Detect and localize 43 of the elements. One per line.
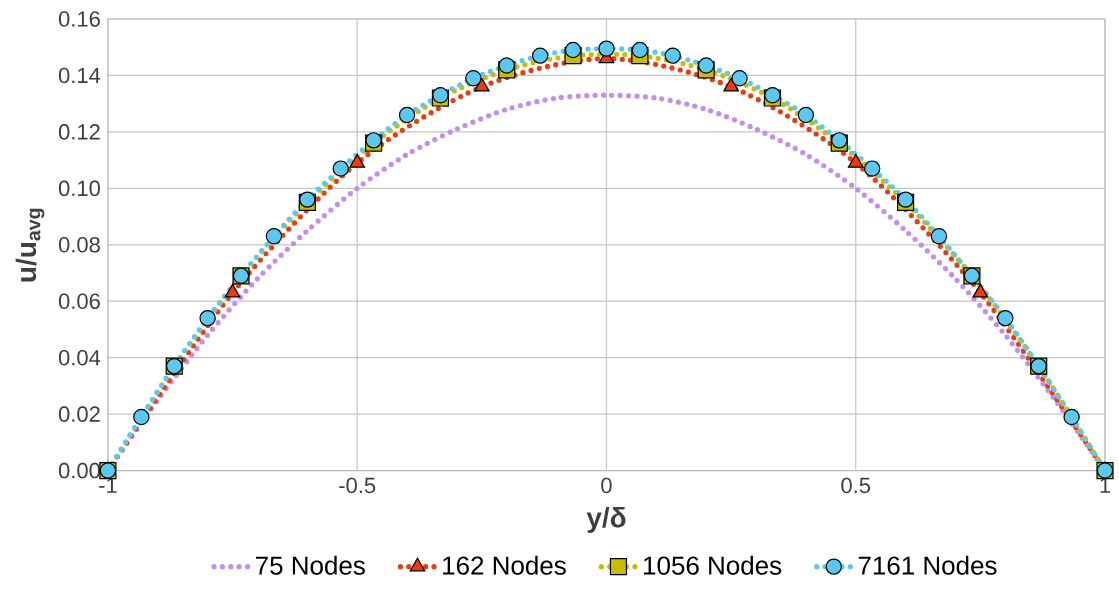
y-tick-label: 0.04 (58, 349, 101, 366)
x-tick-label: 0 (601, 477, 612, 493)
y-axis-title: u/u$_{avg}$ (15, 208, 45, 282)
point (265, 227, 283, 245)
point (349, 153, 366, 168)
legend-label: 7161 Nodes (858, 555, 997, 575)
legend-label: 162 Nodes (443, 555, 566, 575)
point (797, 106, 815, 123)
point (199, 309, 216, 327)
legend-label: 1056 Nodes (644, 555, 782, 575)
point (997, 309, 1014, 327)
point (498, 57, 515, 74)
x-axis-title: y/δ (586, 506, 626, 533)
point (531, 47, 549, 64)
x-tick-label: -1 (99, 477, 117, 493)
y-tick-label: 0.16 (58, 11, 100, 27)
point (972, 283, 989, 298)
point (224, 283, 241, 298)
point (398, 106, 416, 123)
point (473, 77, 490, 92)
y-tick-label: 0.10 (58, 180, 100, 196)
point (863, 160, 881, 177)
point (847, 153, 864, 168)
point (598, 40, 615, 57)
point (723, 77, 739, 92)
y-tick-label: 0.02 (58, 406, 100, 422)
point (1063, 408, 1080, 425)
y-tick-label: 0.06 (58, 293, 100, 309)
y-tick-label: 0.08 (58, 236, 100, 253)
x-tick-label: -0.5 (339, 477, 376, 493)
point (564, 41, 582, 58)
point (697, 57, 715, 74)
point (465, 69, 482, 87)
point (133, 408, 150, 425)
y-tick-label: 0.12 (58, 123, 100, 140)
point (731, 69, 748, 87)
legend-label: 75 Nodes (256, 555, 365, 575)
point (664, 47, 681, 64)
point (332, 160, 349, 177)
point (930, 227, 948, 245)
x-tick-label: 0.5 (841, 477, 871, 493)
point (631, 41, 649, 58)
y-tick-label: 0.14 (58, 67, 101, 83)
